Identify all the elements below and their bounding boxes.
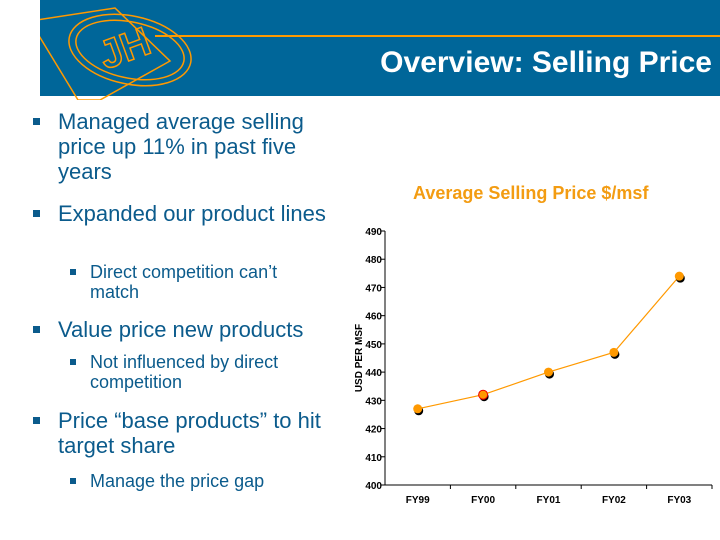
chart-title: Average Selling Price $/msf: [413, 183, 649, 203]
data-point: [413, 404, 423, 414]
sub-bullet-4-1: Manage the price gap: [70, 471, 330, 491]
y-tick-label: 490: [365, 227, 382, 238]
sub-bullet-3-1: Not influenced by direct competition: [70, 352, 330, 392]
y-tick-label: 430: [365, 396, 382, 407]
y-tick-label: 470: [365, 283, 382, 294]
y-tick-label: 440: [365, 368, 382, 379]
y-tick-label: 410: [365, 453, 382, 464]
y-tick-label: 420: [365, 425, 382, 436]
y-tick-label: 450: [365, 340, 382, 351]
title-banner: JH Overview: Selling Price: [40, 0, 720, 100]
slide-title: Overview: Selling Price: [380, 46, 712, 79]
x-tick-label: FY99: [406, 495, 430, 506]
data-point: [609, 347, 619, 357]
series-line: [417, 275, 680, 410]
data-point: [674, 271, 684, 281]
data-point: [544, 367, 553, 377]
x-tick-label: FY03: [667, 495, 691, 506]
bullet-3: Value price new products: [33, 317, 338, 342]
sub-bullet-2-1: Direct competition can’t match: [70, 262, 330, 302]
bullet-4: Price “base products” to hit target shar…: [33, 408, 338, 458]
y-tick-label: 480: [365, 255, 382, 266]
y-tick-label: 460: [365, 312, 382, 323]
y-tick-label: 400: [365, 481, 382, 492]
bullet-2: Expanded our product lines: [33, 201, 338, 226]
x-tick-label: FY00: [471, 495, 495, 506]
data-point: [478, 389, 489, 400]
y-axis-label: USD PER MSF: [354, 324, 365, 392]
company-logo: JH: [40, 7, 720, 100]
x-tick-label: FY01: [537, 495, 561, 506]
bullet-1: Managed average selling price up 11% in …: [33, 109, 338, 184]
x-tick-label: FY02: [602, 495, 626, 506]
